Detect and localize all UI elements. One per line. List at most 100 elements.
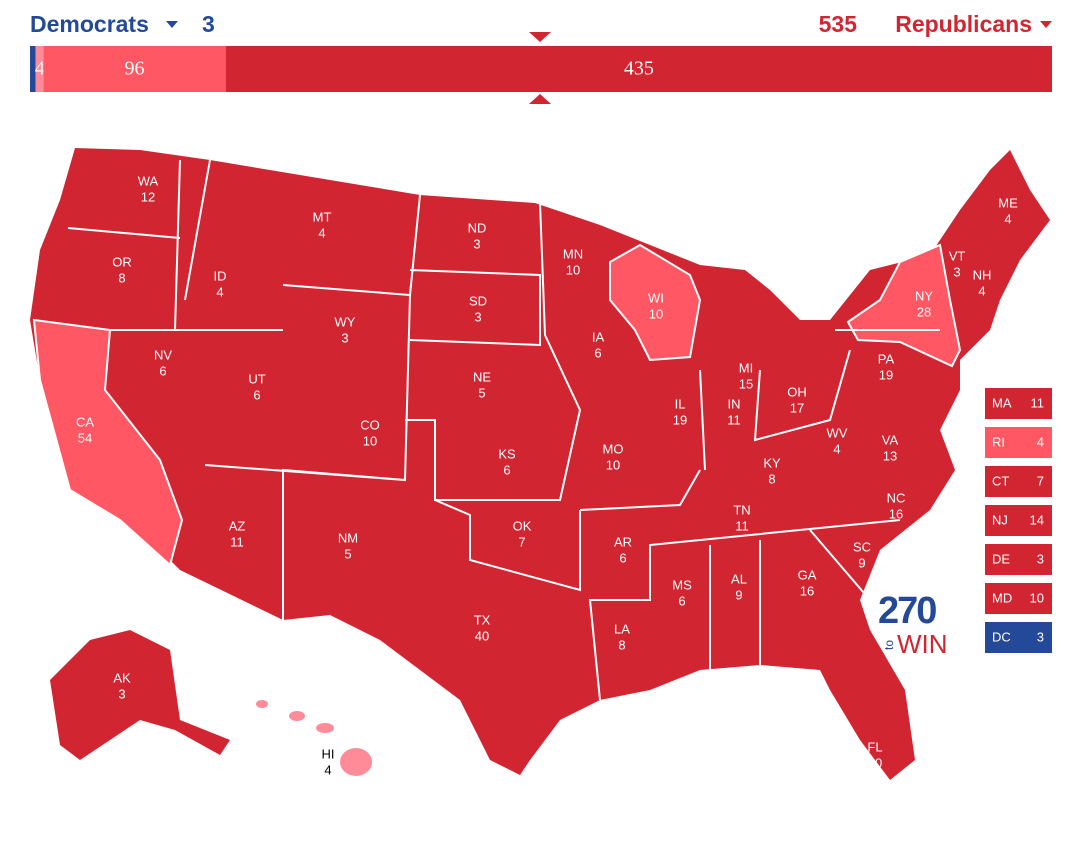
state-abbr: IN [728, 396, 741, 411]
small-state-box[interactable] [985, 427, 1052, 458]
state-abbr: NC [887, 490, 906, 505]
state-abbr: AZ [229, 518, 246, 533]
state-ny[interactable] [846, 243, 962, 368]
state-votes: 13 [883, 448, 897, 463]
state-abbr: MN [563, 246, 583, 261]
state-abbr: KY [763, 455, 781, 470]
small-state-box[interactable] [985, 466, 1052, 497]
state-abbr: SC [853, 539, 871, 554]
island [340, 748, 372, 776]
state-votes: 9 [858, 555, 865, 570]
state-votes: 8 [618, 637, 625, 652]
bar-label: 435 [624, 58, 654, 80]
state-abbr: WA [138, 173, 159, 188]
state-ca[interactable] [32, 318, 184, 567]
small-state-list: MA 11 RI 4 CT 7 NJ 14 DE 3 MD 10 DC 3 [985, 388, 1052, 653]
state-abbr: NV [154, 347, 172, 362]
state-votes: 4 [324, 762, 331, 777]
small-state-abbr: DC [992, 629, 1011, 644]
small-state-votes: 7 [1037, 473, 1044, 488]
state-abbr: GA [798, 567, 817, 582]
state-ak[interactable] [50, 630, 230, 760]
state-abbr: MS [672, 577, 692, 592]
mainland [30, 148, 1050, 780]
state-votes: 3 [953, 264, 960, 279]
state-wi[interactable] [609, 243, 702, 362]
dem-total: 3 [202, 11, 215, 37]
small-state-abbr: DE [992, 551, 1010, 566]
state-abbr: CA [76, 414, 94, 429]
state-votes: 4 [833, 441, 840, 456]
state-votes: 8 [118, 270, 125, 285]
state-votes: 54 [78, 430, 92, 445]
state-abbr: WV [827, 425, 848, 440]
state-votes: 5 [478, 385, 485, 400]
state-abbr: NH [973, 267, 992, 282]
state-votes: 40 [475, 628, 489, 643]
state-votes: 19 [879, 367, 893, 382]
vote-bar: 4 96 435 [30, 46, 1052, 92]
rep-total: 535 [819, 11, 858, 37]
small-state-votes: 3 [1037, 551, 1044, 566]
small-state-abbr: RI [992, 434, 1005, 449]
state-abbr: VT [949, 248, 966, 263]
small-state-votes: 14 [1030, 512, 1044, 527]
logo-word: WIN [897, 629, 948, 659]
state-abbr: WY [335, 314, 356, 329]
state-abbr: CO [360, 417, 380, 432]
state-abbr: PA [878, 351, 895, 366]
state-votes: 4 [216, 284, 223, 299]
state-abbr: MO [603, 441, 624, 456]
state-abbr: IA [592, 329, 605, 344]
state-votes: 3 [474, 309, 481, 324]
dem-caret[interactable] [166, 21, 178, 28]
state-votes: 28 [917, 304, 931, 319]
state-votes: 4 [1004, 211, 1011, 226]
state-votes: 12 [141, 189, 155, 204]
small-state-box[interactable] [985, 505, 1052, 536]
state-votes: 15 [739, 376, 753, 391]
bar-segment [35, 46, 44, 92]
small-state-box[interactable] [985, 622, 1052, 653]
state-abbr: AL [731, 571, 747, 586]
state-abbr: HI [322, 746, 335, 761]
small-state-box[interactable] [985, 388, 1052, 419]
state-votes: 10 [363, 433, 377, 448]
state-abbr: TN [733, 502, 750, 517]
state-abbr: FL [867, 739, 882, 754]
rep-label[interactable]: Republicans [895, 11, 1032, 37]
state-abbr: WI [648, 290, 664, 305]
state-votes: 8 [768, 471, 775, 486]
midpoint-marker [529, 94, 551, 104]
state-abbr: ID [214, 268, 227, 283]
small-state-box[interactable] [985, 583, 1052, 614]
small-state-box[interactable] [985, 544, 1052, 575]
dem-label[interactable]: Democrats [30, 11, 149, 37]
midpoint-marker [529, 32, 551, 42]
small-state-abbr: CT [992, 473, 1009, 488]
state-abbr: ND [468, 220, 487, 235]
state-votes: 4 [978, 283, 985, 298]
state-votes: 11 [727, 412, 741, 427]
state-votes: 6 [159, 363, 166, 378]
state-abbr: LA [614, 621, 630, 636]
rep-caret[interactable] [1040, 21, 1052, 28]
state-abbr: OR [112, 254, 132, 269]
island [316, 723, 334, 733]
state-votes: 19 [673, 412, 687, 427]
state-abbr: NM [338, 530, 358, 545]
state-votes: 17 [790, 400, 804, 415]
state-abbr: NY [915, 288, 933, 303]
state-votes: 10 [649, 306, 663, 321]
state-votes: 10 [606, 457, 620, 472]
logo-small: to [882, 640, 896, 650]
bar-segment [225, 46, 1052, 92]
map [30, 148, 1050, 780]
state-votes: 6 [678, 593, 685, 608]
state-votes: 10 [566, 262, 580, 277]
state-labels: WA12OR8CA54NV6ID4MT4WY3UT6AZ11CO10NM5ND3… [76, 173, 1018, 777]
island [289, 711, 305, 721]
state-hi[interactable] [256, 700, 372, 776]
state-votes: 11 [230, 534, 244, 549]
state-votes: 6 [619, 550, 626, 565]
